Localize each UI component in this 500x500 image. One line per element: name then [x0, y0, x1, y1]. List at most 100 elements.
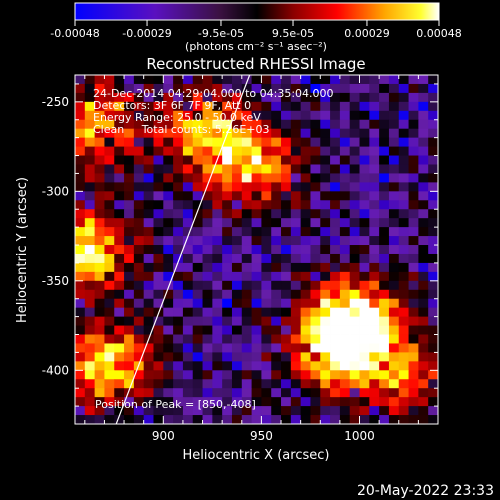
heatmap-cell [251, 110, 262, 121]
heatmap-cell [408, 352, 419, 362]
heatmap-cell [192, 289, 203, 300]
heatmap-cell [94, 307, 105, 318]
heatmap-cell [320, 316, 331, 326]
heatmap-cell [231, 271, 243, 282]
heatmap-cell [388, 92, 400, 103]
heatmap-cell [104, 289, 115, 300]
heatmap-cell [388, 289, 400, 300]
x-axis-ticks: 900 950 1000 [84, 75, 439, 443]
heatmap-cell [320, 146, 331, 156]
heatmap-cell [300, 137, 311, 147]
heatmap-cell [124, 110, 135, 121]
heatmap-cell [133, 388, 145, 398]
heatmap-cell [290, 110, 302, 121]
heatmap-cell [300, 182, 311, 192]
heatmap-cell [379, 352, 390, 362]
heatmap-cell [300, 146, 311, 156]
heatmap-cell [104, 155, 115, 165]
heatmap-cell [261, 361, 272, 371]
heatmap-cell [124, 137, 135, 147]
heatmap-cell [281, 406, 292, 416]
heatmap-cell [310, 397, 321, 407]
heatmap-cell [290, 218, 302, 228]
heatmap-cell [163, 379, 174, 389]
heatmap-cell [133, 289, 145, 300]
heatmap-cell [182, 218, 194, 228]
heatmap-cell [398, 119, 409, 130]
heatmap-cell [133, 316, 145, 326]
heatmap-cell [320, 119, 331, 130]
heatmap-cell [428, 343, 438, 353]
heatmap-cell [114, 343, 125, 353]
heatmap-cell [192, 75, 203, 85]
heatmap-cell [261, 245, 272, 255]
heatmap-cell [94, 370, 105, 380]
heatmap-cell [182, 352, 194, 362]
heatmap-cell [330, 298, 341, 309]
heatmap-cell [339, 182, 351, 192]
heatmap-cell [339, 388, 351, 398]
heatmap-cell [104, 361, 115, 371]
heatmap-cell [261, 307, 272, 318]
heatmap-cell [143, 280, 154, 291]
heatmap-cell [94, 271, 105, 282]
heatmap-cell [75, 92, 86, 103]
heatmap-cell [379, 110, 390, 121]
heatmap-cell [320, 352, 331, 362]
heatmap-cell [428, 289, 438, 300]
heatmap-cell [290, 415, 302, 424]
heatmap-cell [75, 352, 86, 362]
heatmap-cell [339, 415, 351, 424]
heatmap-cell [143, 307, 154, 318]
heatmap-cell [388, 280, 400, 291]
heatmap-cell [153, 316, 164, 326]
heatmap-cell [369, 75, 380, 85]
heatmap-cell [124, 253, 135, 264]
heatmap-cell [290, 271, 302, 282]
heatmap-cell [379, 262, 390, 273]
heatmap-cell [271, 182, 282, 192]
heatmap-cell [202, 307, 213, 318]
heatmap-cell [369, 307, 380, 318]
heatmap-cell [261, 236, 272, 246]
heatmap-cell [222, 164, 233, 174]
heatmap-cell [202, 92, 213, 103]
heatmap-cell [379, 182, 390, 192]
heatmap-cell [231, 325, 243, 335]
heatmap-cell [281, 146, 292, 156]
heatmap-cell [300, 101, 311, 112]
heatmap-cell [84, 128, 96, 139]
heatmap-cell [133, 119, 145, 130]
heatmap-cell [281, 128, 292, 139]
heatmap-cell [124, 352, 135, 362]
heatmap-cell [388, 83, 400, 94]
heatmap-cell [271, 289, 282, 300]
heatmap-cell [133, 227, 145, 237]
colorbar-tick-label: 9.5e-05 [272, 27, 314, 40]
heatmap-cell [212, 415, 223, 424]
heatmap-cell [359, 173, 370, 183]
heatmap-cell [124, 218, 135, 228]
heatmap-cell [173, 253, 184, 264]
heatmap-cell [369, 253, 380, 264]
heatmap-cell [75, 298, 86, 309]
heatmap-cell [212, 253, 223, 264]
heatmap-cell [300, 191, 311, 201]
heatmap-cell [290, 253, 302, 264]
heatmap-cell [124, 316, 135, 326]
heatmap-cell [359, 218, 370, 228]
heatmap-cell [339, 128, 351, 139]
heatmap-cell [143, 75, 154, 85]
heatmap-cell [192, 110, 203, 121]
heatmap-cell [114, 227, 125, 237]
heatmap-cell [173, 137, 184, 147]
heatmap-cell [388, 173, 400, 183]
heatmap-cell [408, 137, 419, 147]
heatmap-cell [75, 101, 86, 112]
heatmap-cell [182, 406, 194, 416]
heatmap-cell [104, 200, 115, 210]
heatmap-cell [300, 415, 311, 424]
heatmap-cell [163, 200, 174, 210]
heatmap-cell [418, 343, 429, 353]
heatmap-cell [359, 119, 370, 130]
